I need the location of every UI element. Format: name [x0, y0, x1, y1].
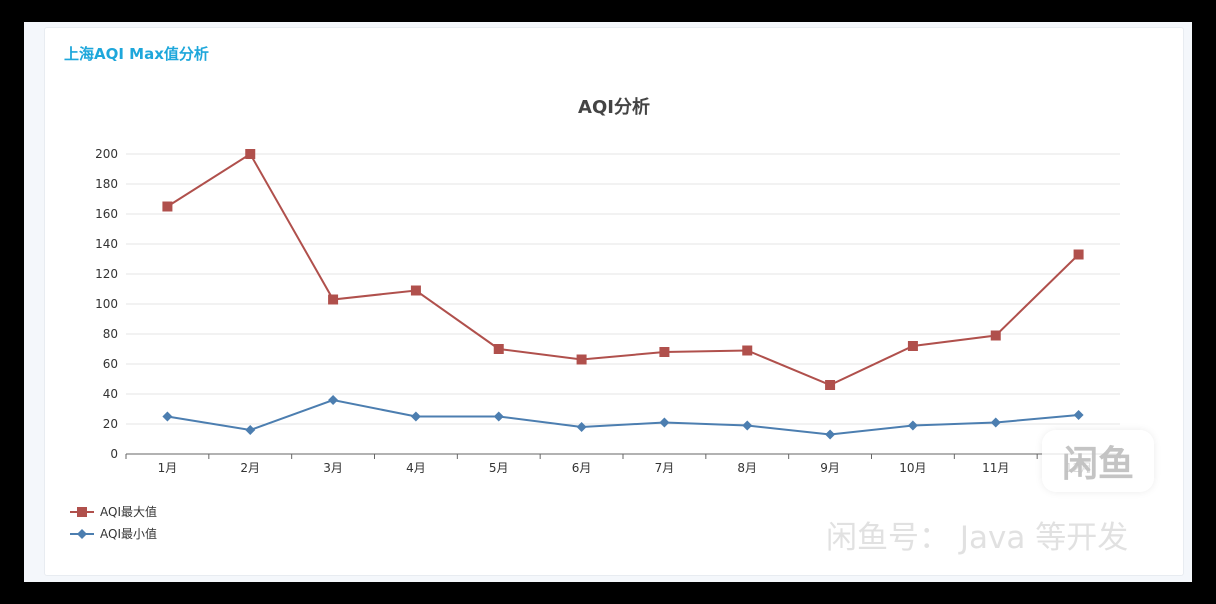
data-point: [162, 201, 173, 212]
y-tick-label: 60: [103, 357, 118, 371]
x-tick-label: 11月: [982, 461, 1009, 475]
data-point: [576, 354, 587, 365]
x-tick-label: 1月: [158, 461, 178, 475]
data-point: [410, 285, 421, 296]
watermark-logo: 闲鱼: [1042, 430, 1154, 492]
x-tick-label: 9月: [820, 461, 840, 475]
data-point: [328, 294, 339, 305]
x-tick-label: 4月: [406, 461, 426, 475]
data-point: [576, 422, 587, 432]
legend-label: AQI最大值: [100, 504, 157, 519]
x-tick-label: 8月: [737, 461, 757, 475]
legend-marker: [77, 507, 87, 517]
data-point: [328, 395, 339, 405]
data-point: [410, 411, 421, 422]
data-point: [493, 411, 504, 422]
x-tick-label: 2月: [240, 461, 260, 475]
data-point: [245, 425, 256, 435]
data-point: [907, 341, 918, 351]
y-tick-label: 140: [95, 237, 118, 251]
y-tick-label: 80: [103, 327, 118, 341]
y-tick-label: 200: [95, 147, 118, 161]
data-point: [742, 345, 753, 356]
data-point: [245, 149, 256, 159]
y-tick-label: 180: [95, 177, 118, 191]
x-tick-label: 3月: [323, 461, 343, 475]
panel-title: 上海AQI Max值分析: [64, 45, 209, 63]
watermark-text: 闲鱼号： Java 等开发: [826, 520, 1129, 556]
x-tick-label: 5月: [489, 461, 509, 475]
data-point: [990, 330, 1001, 341]
legend-label: AQI最小值: [100, 526, 157, 541]
series-line: [167, 398, 1079, 436]
y-tick-label: 160: [95, 207, 118, 221]
data-point: [493, 344, 504, 354]
chart-card: [44, 27, 1184, 576]
y-tick-label: 120: [95, 267, 118, 281]
data-point: [742, 420, 753, 431]
data-point: [1073, 249, 1084, 260]
series-line: [166, 152, 1080, 387]
data-point: [825, 380, 836, 390]
x-tick-label: 6月: [572, 461, 592, 475]
x-tick-label: 7月: [655, 461, 675, 475]
y-tick-label: 40: [103, 387, 118, 401]
data-point: [825, 429, 836, 440]
x-tick-label: 10月: [899, 461, 926, 475]
data-point: [162, 411, 173, 422]
data-point: [990, 417, 1001, 428]
y-tick-label: 0: [110, 447, 118, 461]
data-point: [659, 417, 670, 428]
data-point: [907, 420, 918, 431]
legend-marker: [77, 529, 87, 539]
chart-title: AQI分析: [578, 96, 650, 118]
y-tick-label: 20: [103, 417, 118, 431]
y-tick-label: 100: [95, 297, 118, 311]
data-point: [659, 347, 670, 357]
data-point: [1073, 410, 1084, 420]
